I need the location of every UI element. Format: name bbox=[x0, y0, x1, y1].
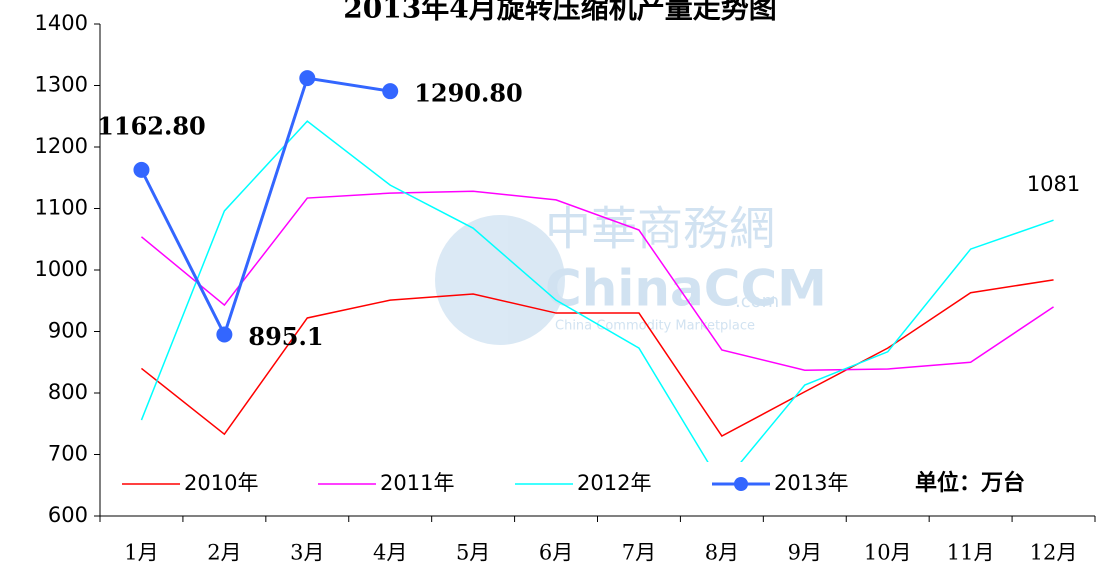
legend-background bbox=[108, 462, 1092, 506]
y-tick-label: 1100 bbox=[35, 196, 88, 220]
y-tick-label: 900 bbox=[48, 319, 88, 343]
x-tick-label: 12月 bbox=[1030, 541, 1078, 565]
point bbox=[299, 70, 316, 87]
y-tick-label: 600 bbox=[48, 503, 88, 527]
y-tick-label: 800 bbox=[48, 380, 88, 404]
x-tick-label: 3月 bbox=[290, 541, 324, 565]
watermark-text: 中華商務網 bbox=[545, 202, 775, 256]
legend-label: 2013年 bbox=[774, 471, 848, 495]
data-label: 1290.80 bbox=[414, 79, 523, 108]
legend: 2010年 2011年 2012年 2013年 单位：万台 bbox=[108, 462, 1092, 506]
watermark-text: .com bbox=[735, 291, 779, 312]
series-line bbox=[140, 279, 1054, 438]
x-tick-label: 9月 bbox=[788, 541, 822, 565]
y-tick-label: 1400 bbox=[35, 11, 88, 35]
legend-label: 2012年 bbox=[577, 471, 651, 495]
watermark-text: ChinaCCM bbox=[545, 260, 827, 318]
x-tick-label: 5月 bbox=[456, 541, 490, 565]
x-tick-label: 7月 bbox=[622, 541, 656, 565]
data-label: 1162.80 bbox=[97, 111, 206, 140]
legend-label: 2011年 bbox=[380, 471, 454, 495]
x-tick-label: 6月 bbox=[539, 541, 573, 565]
series-line bbox=[140, 190, 1054, 371]
y-tick-label: 1000 bbox=[35, 257, 88, 281]
watermark: 中華商務網 ChinaCCM .com China Commodity Mark… bbox=[435, 202, 827, 345]
x-tick-label: 1月 bbox=[124, 541, 158, 565]
x-tick-label: 8月 bbox=[705, 541, 739, 565]
watermark-text: China Commodity Marketplace bbox=[555, 319, 755, 334]
x-tick-label: 4月 bbox=[373, 541, 407, 565]
y-tick-label: 1200 bbox=[35, 134, 88, 158]
data-label: 895.1 bbox=[248, 322, 323, 351]
data-label: 1081 bbox=[1027, 172, 1080, 196]
series-line bbox=[140, 76, 391, 339]
point bbox=[216, 326, 233, 343]
legend-label: 2010年 bbox=[184, 471, 258, 495]
point bbox=[382, 83, 399, 100]
y-tick-label: 1300 bbox=[35, 73, 88, 97]
x-tick-label: 2月 bbox=[207, 541, 241, 565]
x-tick-label: 10月 bbox=[864, 541, 912, 565]
point bbox=[133, 161, 150, 178]
y-tick-label: 700 bbox=[48, 442, 88, 466]
x-tick-label: 11月 bbox=[947, 541, 995, 565]
legend-marker bbox=[734, 477, 748, 491]
series-line bbox=[140, 120, 1054, 487]
watermark-globe bbox=[435, 215, 565, 345]
chart-title: 2013年4月旋转压缩机产量走势图 bbox=[343, 0, 776, 25]
unit-note: 单位：万台 bbox=[915, 470, 1025, 496]
